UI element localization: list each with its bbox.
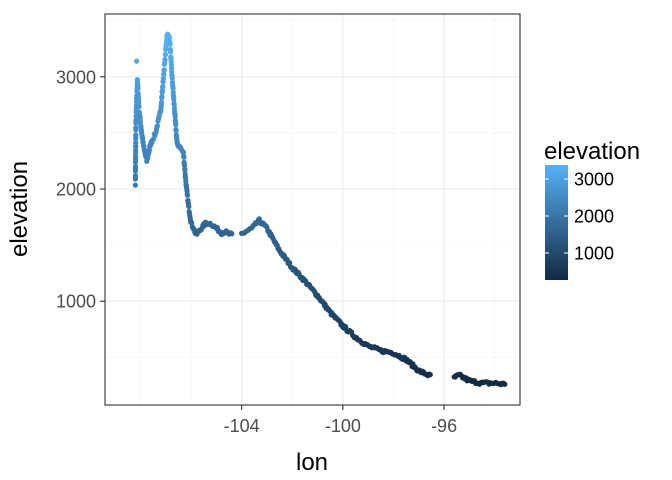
data-point [161, 67, 167, 73]
data-point [181, 163, 188, 169]
data-point [160, 75, 167, 82]
data-point [502, 381, 508, 387]
data-point [133, 132, 139, 138]
data-point [189, 219, 195, 226]
data-point [159, 93, 165, 100]
data-point [172, 113, 178, 120]
data-point [229, 231, 235, 237]
data-point [133, 125, 139, 131]
legend: elevation 1000 2000 3000 [544, 138, 640, 280]
data-point [173, 128, 179, 134]
data-point [132, 163, 139, 169]
legend-title: elevation [544, 138, 640, 165]
data-point [170, 85, 176, 92]
data-point [180, 149, 187, 155]
data-point [160, 83, 166, 90]
x-tick-label: -104 [224, 416, 260, 436]
data-points [132, 31, 508, 388]
colorbar [545, 165, 568, 280]
data-point [134, 58, 140, 64]
data-point [134, 77, 141, 83]
data-point [132, 182, 138, 188]
grid [105, 14, 520, 405]
x-axis-title: lon [296, 449, 328, 476]
data-point [343, 324, 349, 330]
x-tick-label: -100 [325, 416, 361, 436]
data-point [184, 192, 191, 198]
x-axis: -104 -100 -96 [224, 405, 457, 436]
data-point [169, 75, 175, 81]
y-tick-label: 2000 [56, 180, 96, 200]
data-point [287, 260, 293, 266]
colorbar-label: 2000 [574, 207, 614, 227]
y-tick-label: 3000 [56, 67, 96, 87]
data-point [161, 71, 167, 77]
data-point [162, 51, 169, 58]
data-point [427, 372, 433, 378]
data-point [173, 122, 179, 128]
data-point [132, 172, 139, 179]
colorbar-ticks: 1000 2000 3000 [545, 170, 614, 264]
data-point [154, 123, 161, 129]
data-point [135, 85, 141, 91]
plot-panel [104, 13, 521, 406]
data-point [133, 117, 139, 123]
y-axis-title: elevation [6, 161, 33, 257]
y-axis: 1000 2000 3000 [56, 67, 105, 312]
data-point [158, 99, 165, 105]
data-point [136, 103, 142, 110]
x-tick-label: -96 [431, 416, 457, 436]
data-point [168, 65, 175, 71]
data-point [181, 154, 187, 160]
data-point [182, 167, 188, 173]
y-tick-label: 1000 [56, 292, 96, 312]
panel-border [104, 13, 521, 406]
data-point [167, 41, 173, 47]
data-point [171, 96, 177, 102]
data-point [167, 49, 174, 55]
colorbar-label: 1000 [574, 244, 614, 264]
data-point [166, 34, 173, 41]
data-point [186, 204, 192, 210]
data-point [162, 57, 168, 63]
colorbar-label: 3000 [574, 170, 614, 190]
data-point [133, 140, 139, 146]
panel-background [105, 14, 520, 405]
